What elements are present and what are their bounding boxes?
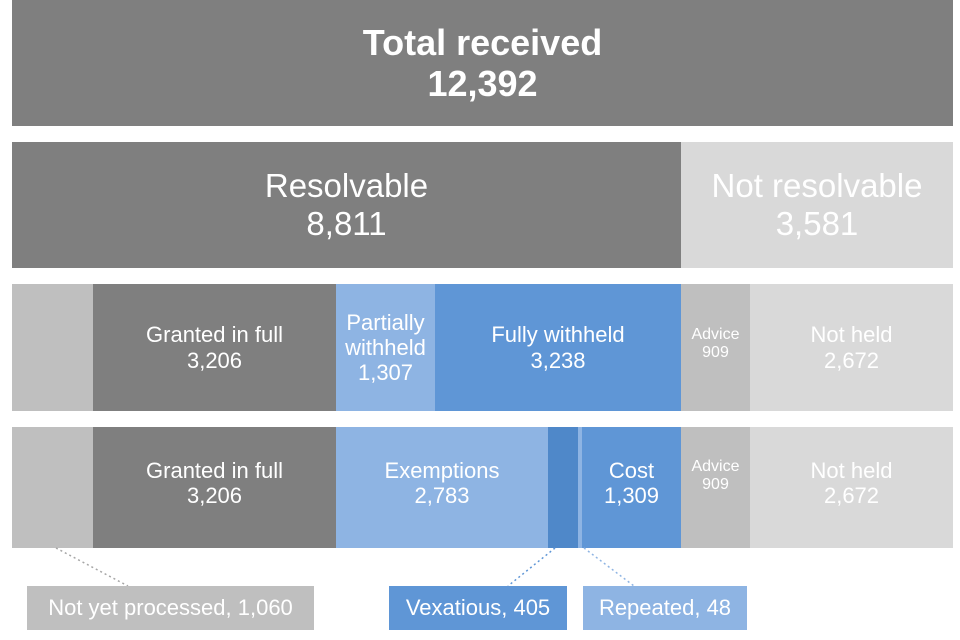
row3-not-held-label: Not held (810, 322, 893, 348)
row4-granted-in-full-block: Granted in full 3,206 (93, 427, 336, 548)
row3-granted-value: 3,206 (186, 347, 243, 373)
row3-partially-label2: withheld (345, 334, 426, 360)
resolvable-label: Resolvable (264, 167, 429, 205)
total-received-label: Total received (362, 21, 603, 63)
resolvable-block: Resolvable 8,811 (12, 142, 681, 268)
row4-advice-block: Advice 909 (681, 427, 750, 548)
row4-advice-value: 909 (702, 476, 729, 494)
total-received-value: 12,392 (427, 63, 538, 104)
row3-fully-withheld-block: Fully withheld 3,238 (435, 284, 681, 411)
row3-not-yet-processed-block (12, 284, 93, 411)
not-resolvable-value: 3,581 (775, 205, 859, 242)
row4-exemptions-value: 2,783 (414, 483, 470, 509)
vexatious-callout: Vexatious, 405 (389, 586, 567, 630)
row3-advice-value: 909 (702, 344, 729, 362)
row3-fully-value: 3,238 (530, 347, 586, 373)
not-resolvable-label: Not resolvable (711, 167, 923, 205)
row4-granted-value: 3,206 (186, 483, 243, 509)
row3-fully-label: Fully withheld (491, 322, 625, 348)
not-resolvable-block: Not resolvable 3,581 (681, 142, 953, 268)
row4-not-held-value: 2,672 (823, 483, 880, 509)
row4-cost-value: 1,309 (603, 483, 660, 509)
row3-advice-block: Advice 909 (681, 284, 750, 411)
row3-partially-withheld-block: Partially withheld 1,307 (336, 284, 435, 411)
row4-advice-label: Advice (691, 458, 740, 475)
row3-not-held-value: 2,672 (823, 347, 880, 373)
row3-partially-value: 1,307 (357, 360, 414, 386)
row4-granted-label: Granted in full (146, 458, 283, 483)
row4-cost-label: Cost (608, 458, 655, 483)
row4-not-held-block: Not held 2,672 (750, 427, 953, 548)
row3-partially-label1: Partially (346, 309, 425, 335)
row4-not-held-label: Not held (810, 458, 893, 483)
row3-not-held-block: Not held 2,672 (750, 284, 953, 411)
row4-exemptions-block: Exemptions 2,783 (336, 427, 548, 548)
not-yet-processed-leader (55, 547, 129, 587)
row4-exemptions-label: Exemptions (384, 458, 500, 483)
row3-advice-label: Advice (691, 326, 740, 343)
total-received-block: Total received 12,392 (12, 0, 953, 126)
row4-cost-block: Cost 1,309 (582, 427, 681, 548)
row4-repeated-block (578, 427, 582, 548)
row4-vexatious-block (548, 427, 578, 548)
row3-granted-label: Granted in full (146, 322, 283, 348)
row3-granted-in-full-block: Granted in full 3,206 (93, 284, 336, 411)
row4-not-yet-processed-block (12, 427, 93, 548)
not-yet-processed-callout: Not yet processed, 1,060 (27, 586, 314, 630)
repeated-callout: Repeated, 48 (583, 586, 747, 630)
resolvable-value: 8,811 (306, 205, 387, 242)
repeated-leader (583, 547, 635, 587)
vexatious-leader (507, 547, 556, 587)
